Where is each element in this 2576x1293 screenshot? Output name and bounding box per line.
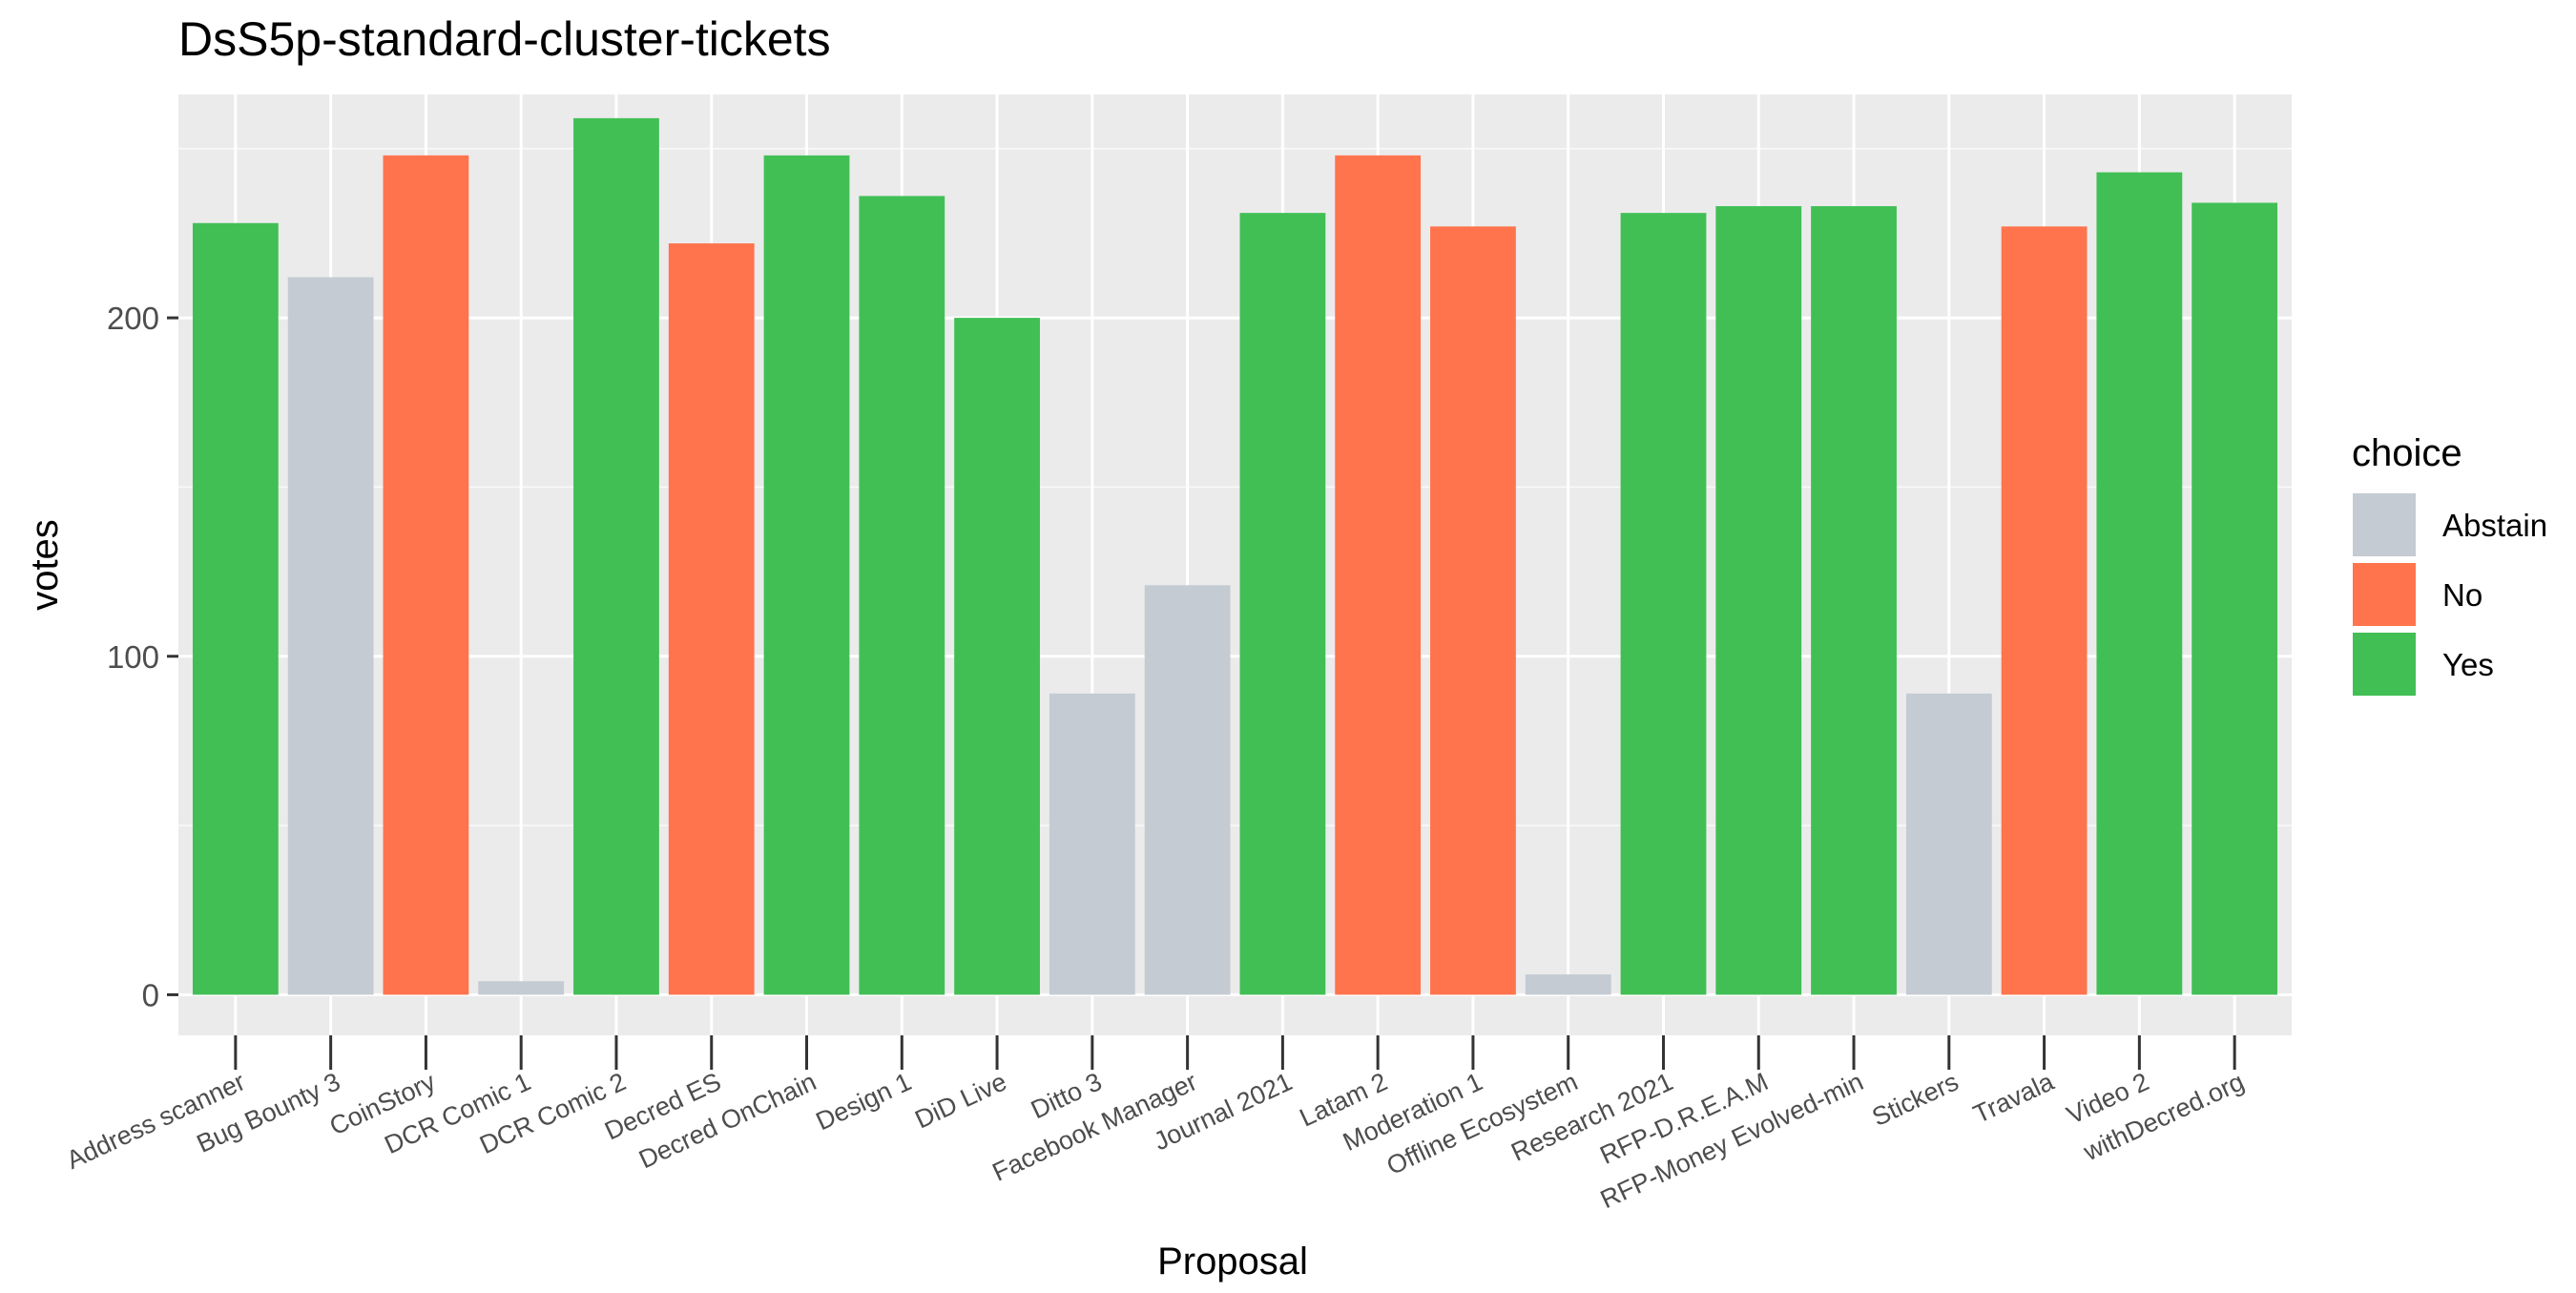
bar — [2001, 226, 2088, 995]
bar — [954, 318, 1040, 995]
legend-label-no: No — [2442, 577, 2483, 613]
legend-key-yes — [2351, 631, 2418, 698]
y-tick-label: 100 — [107, 639, 159, 675]
x-axis-title: Proposal — [1157, 1241, 1308, 1283]
chart-title: DsS5p-standard-cluster-tickets — [178, 12, 831, 66]
legend-key-no — [2351, 561, 2418, 628]
legend-title: choice — [2352, 432, 2462, 474]
bar — [1144, 585, 1231, 995]
bar — [2096, 172, 2183, 995]
legend-label-abstain: Abstain — [2442, 508, 2547, 543]
bar — [383, 155, 469, 995]
legend-label-yes: Yes — [2442, 647, 2494, 682]
legend-key-abstain — [2351, 491, 2418, 558]
bars — [192, 117, 2278, 995]
legend: choice Abstain No Yes — [2351, 432, 2547, 698]
bar — [763, 155, 850, 995]
bar — [573, 117, 659, 995]
y-tick-label: 200 — [107, 301, 159, 336]
bar — [1715, 206, 1802, 995]
y-tick-label: 0 — [142, 977, 159, 1012]
bar — [1239, 213, 1326, 995]
bar — [668, 243, 755, 995]
bar — [2192, 202, 2278, 995]
bar — [1049, 693, 1135, 995]
bar — [1811, 206, 1897, 995]
y-axis-title: votes — [24, 519, 66, 611]
bar — [1905, 693, 1992, 995]
bar — [1335, 155, 1422, 995]
bar — [1620, 213, 1707, 995]
bar — [192, 222, 279, 995]
bar — [287, 277, 374, 995]
bar — [1430, 226, 1516, 995]
bar — [859, 196, 945, 995]
bar — [478, 981, 565, 995]
bar — [1525, 974, 1611, 995]
